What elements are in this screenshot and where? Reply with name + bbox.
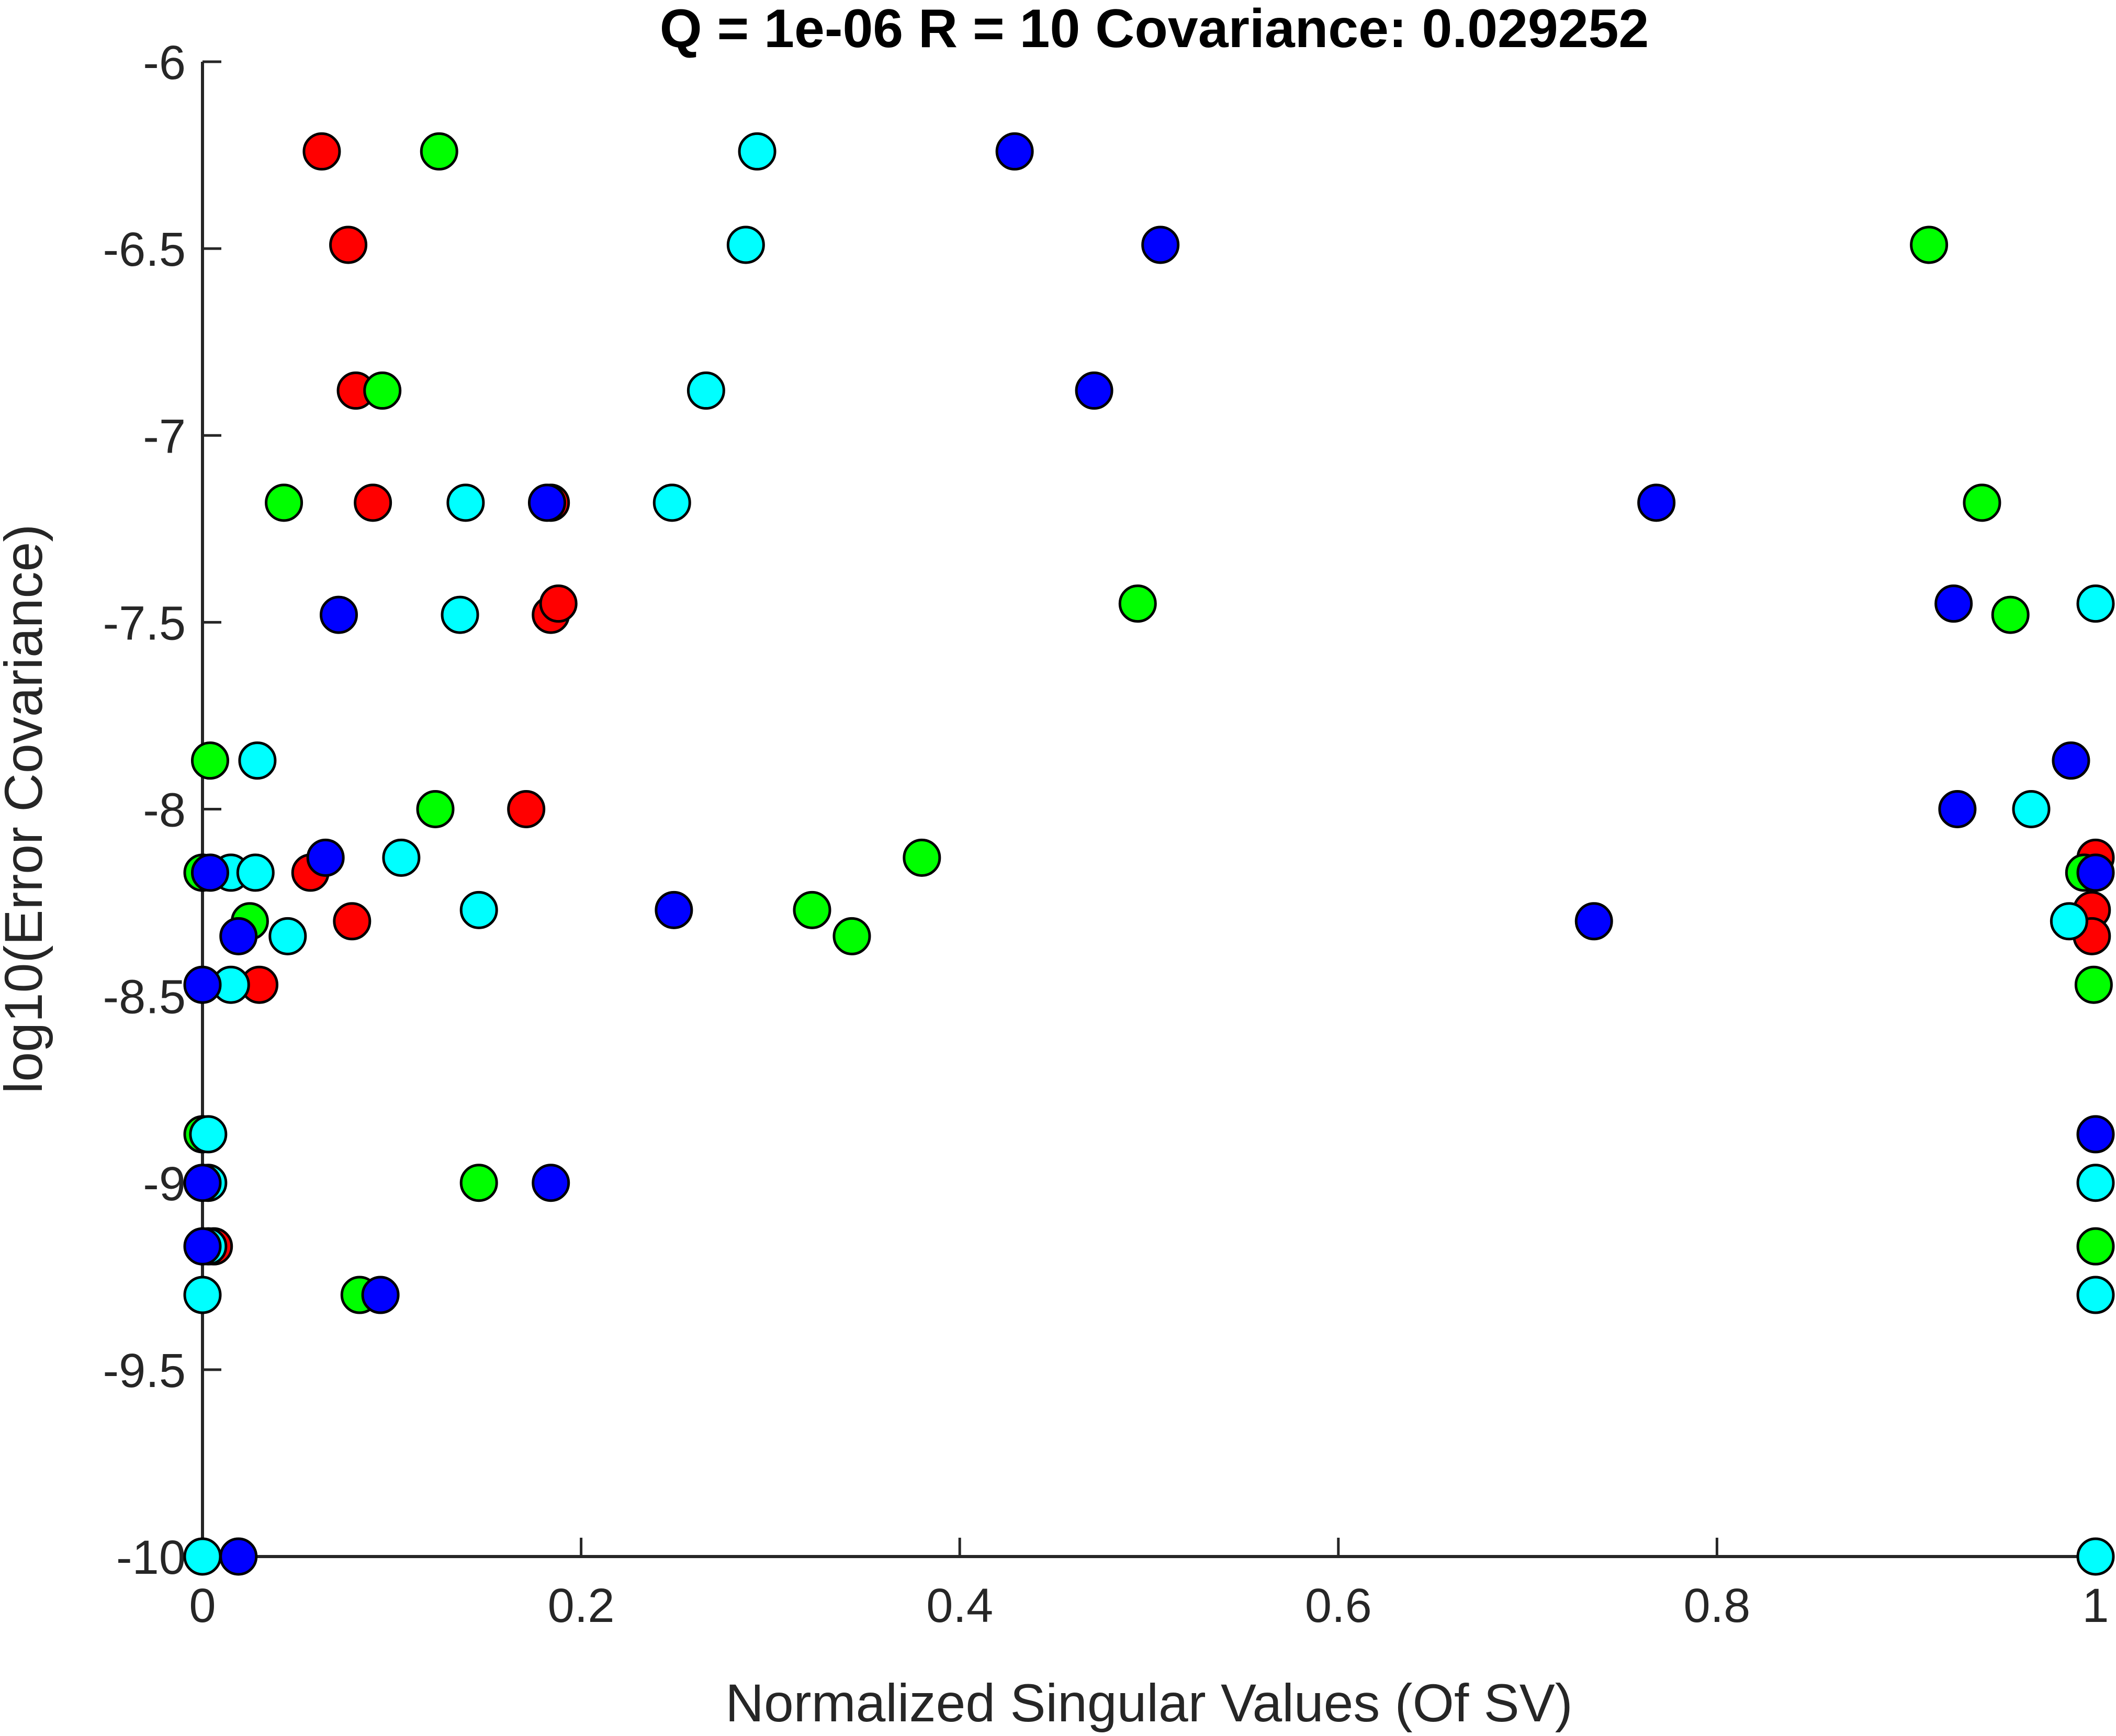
data-point — [446, 483, 485, 522]
data-point — [2076, 584, 2115, 623]
chart-title: Q = 1e-06 R = 10 Covariance: 0.029252 — [660, 0, 1649, 59]
data-point — [1141, 226, 1180, 264]
y-tick-label: -6.5 — [103, 223, 186, 276]
data-point — [183, 1276, 222, 1314]
x-ticks: 0 0.2 0.4 0.6 0.8 1 — [189, 1538, 2109, 1632]
data-point — [183, 1227, 222, 1266]
data-point — [686, 371, 725, 410]
data-point — [219, 917, 258, 955]
data-point — [532, 1164, 570, 1202]
data-point — [2074, 965, 2113, 1004]
y-tick-label: -10 — [116, 1531, 186, 1584]
y-tick-label: -9.5 — [103, 1344, 186, 1397]
y-tick-label: -7.5 — [103, 596, 186, 650]
data-point — [738, 132, 776, 171]
data-point — [382, 838, 421, 877]
data-point — [1934, 584, 1973, 623]
data-point — [2076, 1115, 2115, 1154]
data-point — [2076, 1276, 2115, 1314]
y-ticks: -10 -9.5 -9 -8.5 -8 -7.5 -7 -6.5 -6 — [103, 36, 221, 1584]
data-point — [265, 483, 303, 522]
x-axis-label: Normalized Singular Values (Of SV) — [725, 1673, 1572, 1733]
y-tick-label: -7 — [143, 410, 186, 463]
x-tick-label: 0.4 — [926, 1579, 993, 1632]
data-point — [190, 741, 229, 780]
data-point — [1118, 584, 1157, 623]
data-point — [189, 1115, 228, 1154]
data-point — [1991, 595, 2030, 634]
x-tick-label: 0.6 — [1305, 1579, 1372, 1632]
y-tick-label: -8.5 — [103, 971, 186, 1024]
data-point — [2076, 1227, 2115, 1266]
x-tick-label: 0.2 — [548, 1579, 615, 1632]
data-point — [183, 1537, 222, 1576]
data-point — [2050, 902, 2088, 941]
data-point — [2076, 1164, 2115, 1202]
data-point — [995, 132, 1034, 171]
y-tick-label: -9 — [143, 1157, 186, 1211]
data-point — [903, 838, 941, 877]
data-point — [236, 853, 275, 892]
data-point — [361, 1276, 400, 1314]
y-tick-label: -6 — [143, 36, 186, 89]
data-point — [319, 595, 358, 634]
data-point — [793, 890, 831, 929]
data-point — [333, 902, 372, 941]
data-point — [416, 790, 455, 828]
data-point — [268, 917, 307, 955]
data-point — [652, 483, 691, 522]
x-tick-label: 1 — [2082, 1579, 2109, 1632]
data-point — [363, 371, 402, 410]
data-point — [1910, 226, 1949, 264]
data-point — [832, 917, 871, 955]
data-point — [306, 838, 345, 877]
data-point — [2076, 853, 2115, 892]
data-point — [539, 584, 578, 623]
y-tick-label: -8 — [143, 784, 186, 837]
data-point — [459, 1164, 498, 1202]
data-point — [420, 132, 458, 171]
x-tick-label: 0 — [189, 1579, 216, 1632]
data-point — [183, 965, 222, 1004]
data-point — [1963, 483, 2001, 522]
data-point — [655, 890, 693, 929]
data-point — [302, 132, 341, 171]
data-point — [527, 483, 566, 522]
data-point — [238, 741, 277, 780]
data-point — [219, 1537, 258, 1576]
data-point — [2012, 790, 2051, 828]
data-points — [183, 132, 2115, 1576]
data-point — [329, 226, 368, 264]
data-point — [1637, 483, 1676, 522]
data-point — [459, 890, 498, 929]
data-point — [1075, 371, 1113, 410]
data-point — [190, 853, 229, 892]
data-point — [1574, 902, 1613, 941]
data-point — [441, 595, 479, 634]
data-point — [183, 1164, 222, 1202]
x-tick-label: 0.8 — [1683, 1579, 1750, 1632]
series-3 — [183, 132, 2115, 1576]
data-point — [726, 226, 765, 264]
y-axis-label: log10(Error Covariance) — [0, 524, 53, 1094]
data-point — [2076, 1537, 2115, 1576]
data-point — [354, 483, 392, 522]
data-point — [2052, 741, 2090, 780]
data-point — [507, 790, 546, 828]
data-point — [1938, 790, 1977, 828]
